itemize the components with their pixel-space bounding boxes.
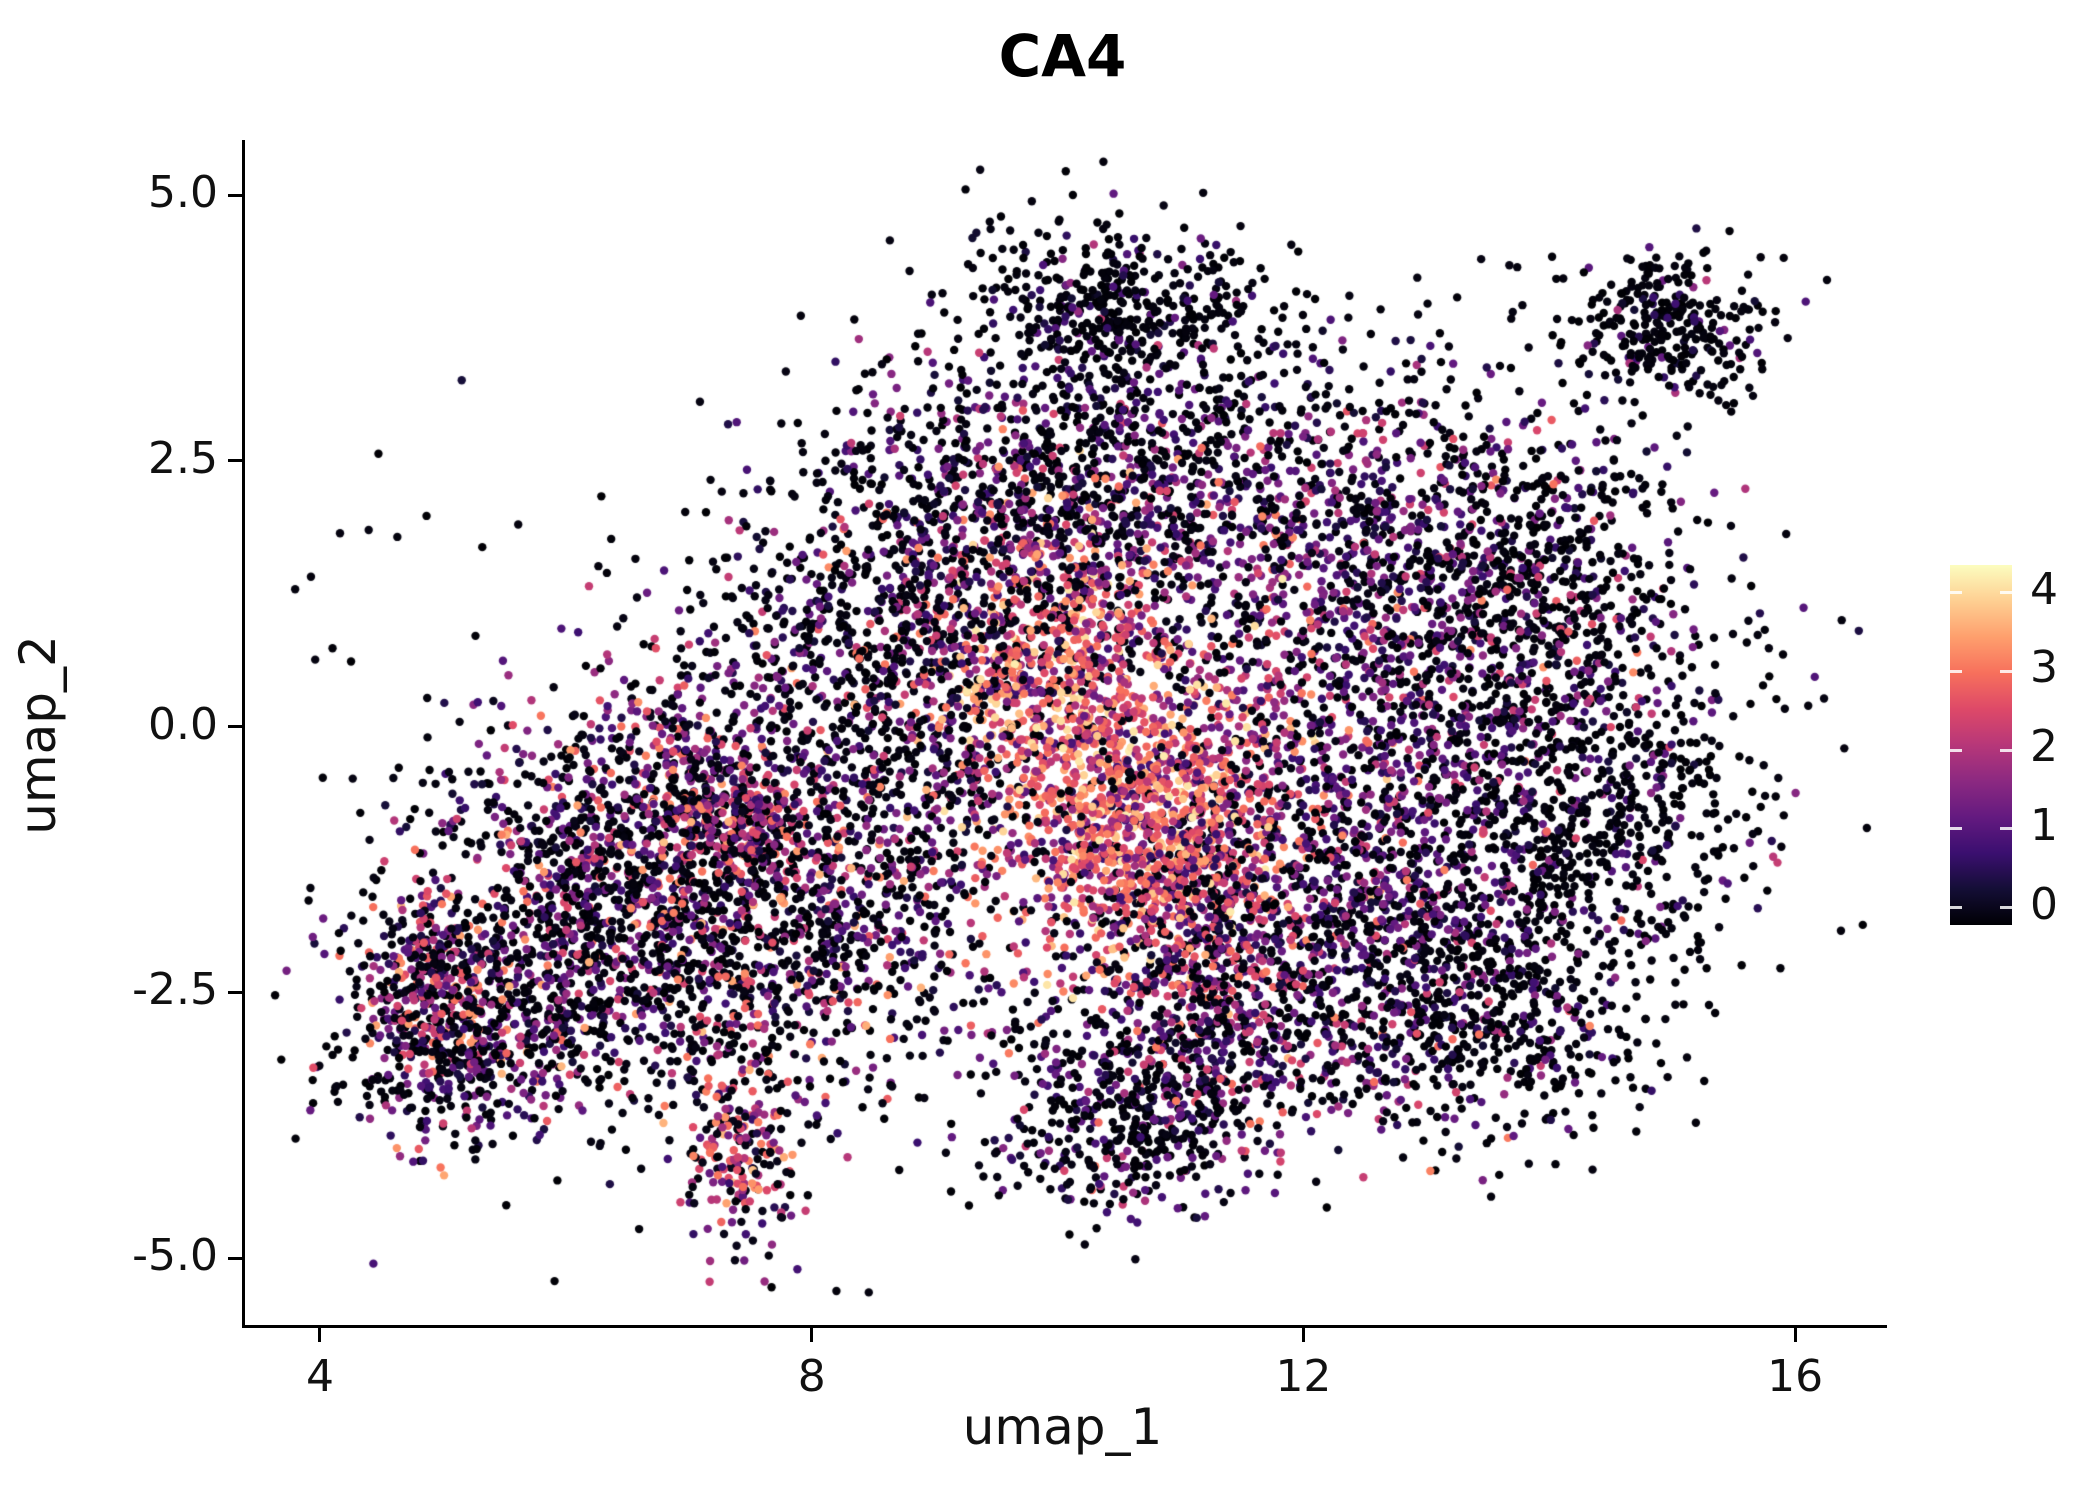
colorbar-tick-mark bbox=[2000, 748, 2012, 752]
colorbar-tick-mark bbox=[1950, 827, 1962, 831]
colorbar-tick-mark bbox=[2000, 591, 2012, 595]
colorbar-tick-mark bbox=[2000, 906, 2012, 910]
colorbar-tick-mark bbox=[1950, 906, 1962, 910]
y-axis-line bbox=[242, 140, 245, 1328]
colorbar-tick-label: 1 bbox=[2030, 799, 2058, 851]
x-tick-label: 4 bbox=[305, 1351, 334, 1402]
x-tick-mark bbox=[1301, 1328, 1305, 1342]
x-tick-mark bbox=[1793, 1328, 1797, 1342]
colorbar-tick-mark bbox=[2000, 827, 2012, 831]
y-tick-label: -2.5 bbox=[132, 964, 218, 1016]
x-tick-label: 12 bbox=[1275, 1351, 1332, 1402]
colorbar-tick-mark bbox=[2000, 669, 2012, 673]
y-tick-label: 5.0 bbox=[148, 167, 218, 219]
umap-scatter-canvas bbox=[245, 140, 1880, 1325]
y-tick-mark bbox=[228, 459, 242, 463]
colorbar-tick-label: 4 bbox=[2030, 563, 2058, 615]
expression-colorbar bbox=[1950, 565, 2012, 925]
colorbar-tick-label: 0 bbox=[2030, 878, 2058, 930]
y-tick-mark bbox=[228, 193, 242, 197]
x-tick-mark bbox=[318, 1328, 322, 1342]
plot-title: CA4 bbox=[998, 22, 1127, 90]
y-axis-title: umap_2 bbox=[9, 635, 67, 835]
x-tick-mark bbox=[810, 1328, 814, 1342]
y-tick-mark bbox=[228, 990, 242, 994]
x-tick-label: 16 bbox=[1767, 1351, 1824, 1402]
colorbar-tick-label: 3 bbox=[2030, 642, 2058, 694]
y-tick-label: 0.0 bbox=[148, 698, 218, 750]
y-tick-label: -5.0 bbox=[132, 1230, 218, 1282]
colorbar-tick-mark bbox=[1950, 669, 1962, 673]
y-tick-label: 2.5 bbox=[148, 432, 218, 484]
y-tick-mark bbox=[228, 1256, 242, 1260]
colorbar-tick-label: 2 bbox=[2030, 721, 2058, 773]
x-axis-line bbox=[242, 1325, 1887, 1328]
colorbar-tick-mark bbox=[1950, 591, 1962, 595]
y-tick-mark bbox=[228, 725, 242, 729]
x-tick-label: 8 bbox=[797, 1351, 826, 1402]
x-axis-title: umap_1 bbox=[962, 1398, 1163, 1456]
colorbar-tick-mark bbox=[1950, 748, 1962, 752]
